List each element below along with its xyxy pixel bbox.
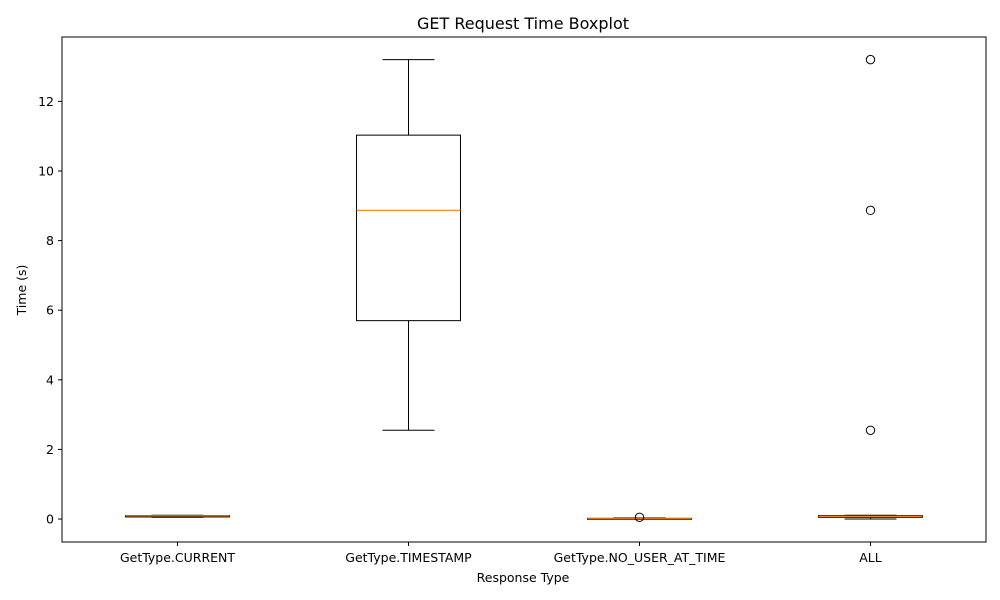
y-tick-label: 0 — [46, 512, 54, 527]
y-tick-label: 4 — [46, 372, 54, 387]
x-tick-label: ALL — [859, 550, 882, 565]
outlier-point — [634, 512, 645, 522]
y-tick-label: 12 — [38, 94, 54, 109]
y-tick-label: 2 — [46, 442, 54, 457]
y-tick-label: 10 — [38, 163, 54, 178]
axes-frame — [61, 36, 987, 543]
outlier-point — [865, 205, 876, 216]
box-iqr — [356, 134, 461, 322]
outlier-point — [865, 54, 876, 65]
x-axis-label: Response Type — [477, 570, 570, 585]
y-tick-label: 6 — [46, 303, 54, 318]
x-tick-label: GetType.TIMESTAMP — [345, 550, 472, 565]
x-tick-label: GetType.CURRENT — [120, 550, 235, 565]
y-axis-label: Time (s) — [14, 265, 29, 317]
x-tick-label: GetType.NO_USER_AT_TIME — [554, 550, 726, 565]
y-tick-label: 8 — [46, 233, 54, 248]
plot-area: 0 2 4 6 8 10 12 GetType.CURRENT GetType.TIMESTAM… — [38, 36, 987, 565]
outlier-point — [865, 425, 876, 435]
chart-title: GET Request Time Boxplot — [417, 14, 629, 33]
